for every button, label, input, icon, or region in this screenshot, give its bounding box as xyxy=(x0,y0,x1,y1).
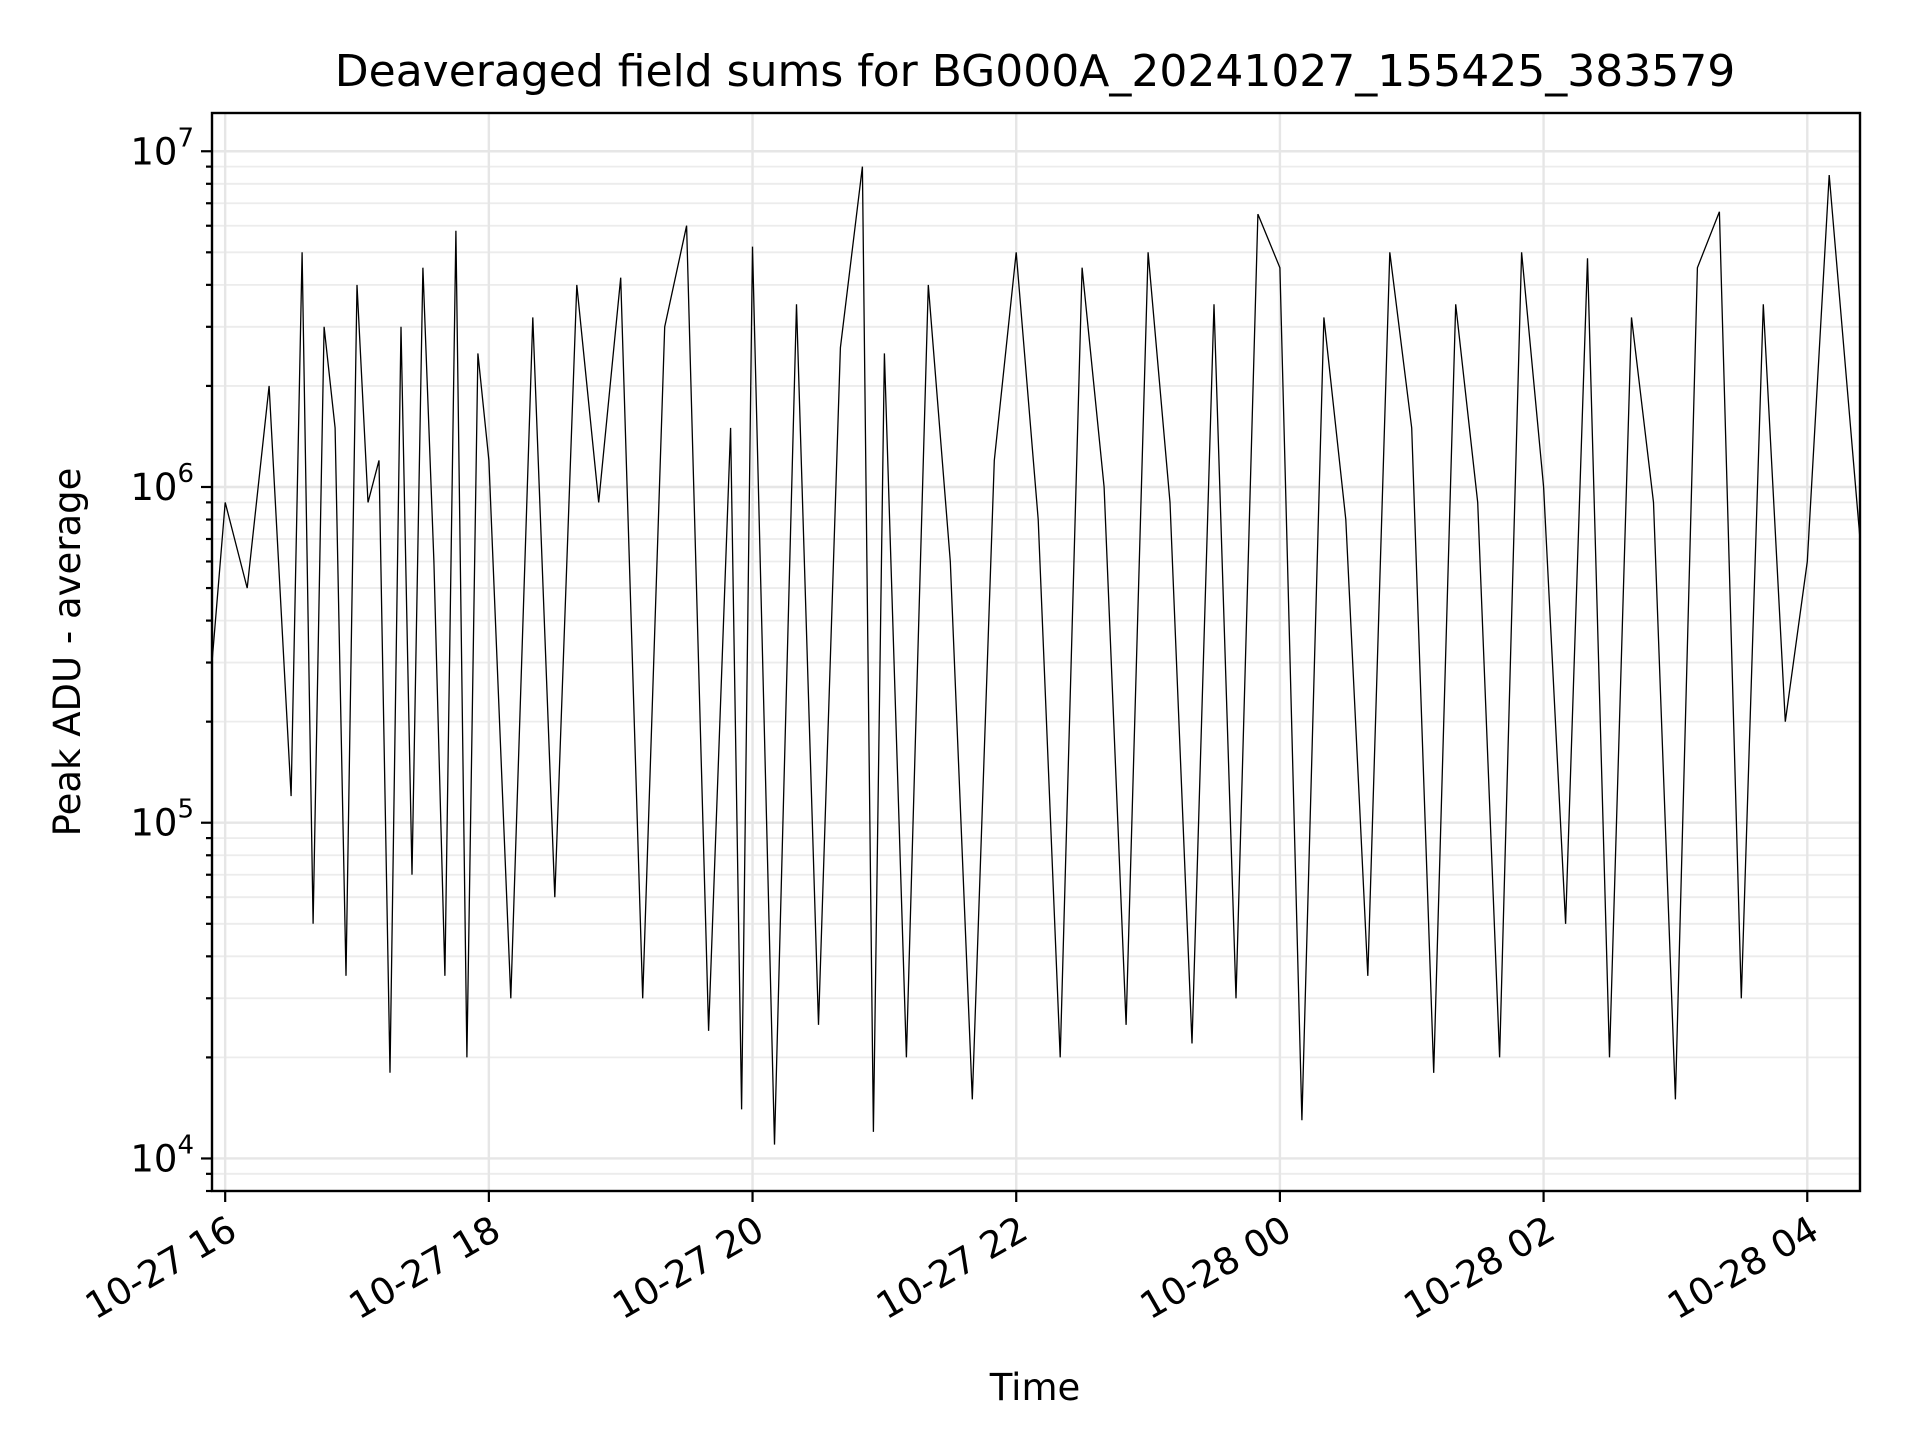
x-tick-label: 10-28 00 xyxy=(1133,1208,1299,1328)
series-line xyxy=(211,166,1861,1145)
y-tick-label: 105 xyxy=(130,795,194,845)
grid xyxy=(212,113,1860,1192)
y-axis-label: Peak ADU - average xyxy=(46,468,89,837)
x-axis-label: Time xyxy=(989,1366,1081,1409)
x-tick-label: 10-27 22 xyxy=(869,1208,1035,1328)
ticks xyxy=(201,150,1809,1202)
x-tick-label: 10-27 20 xyxy=(605,1208,771,1328)
y-tick-label: 106 xyxy=(130,459,194,509)
x-tick-label: 10-28 02 xyxy=(1397,1208,1563,1328)
x-tick-label: 10-27 18 xyxy=(342,1208,508,1328)
x-tick-labels: 10-27 16 10-27 18 10-27 20 10-27 22 10-28 00… xyxy=(78,1208,1826,1328)
y-tick-labels: 104 105 106 107 xyxy=(130,123,194,1180)
chart-title: Deaveraged field sums for BG000A_2024102… xyxy=(335,46,1735,97)
series-layer xyxy=(211,166,1861,1145)
x-tick-label: 10-27 16 xyxy=(78,1208,244,1328)
y-tick-label: 104 xyxy=(130,1130,194,1180)
x-tick-label: 10-28 04 xyxy=(1660,1208,1826,1328)
y-tick-label: 107 xyxy=(130,123,194,173)
plot-frame xyxy=(210,111,1862,1193)
